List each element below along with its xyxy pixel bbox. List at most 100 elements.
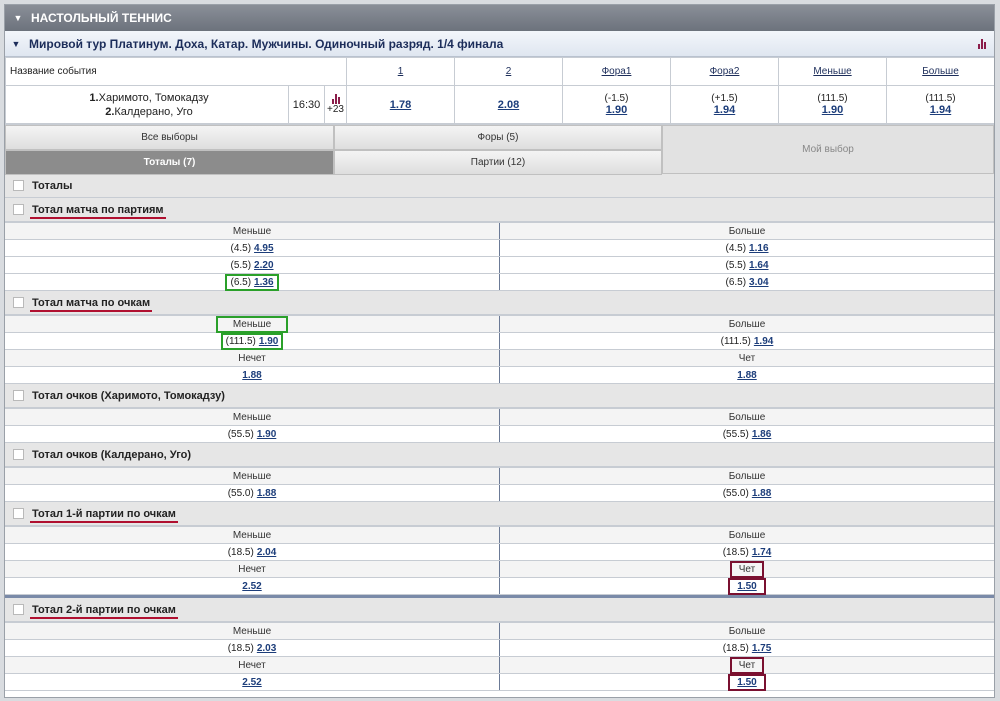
totals-group-header[interactable]: Тоталы: [5, 174, 994, 198]
odd-over[interactable]: 1.94: [753, 335, 774, 347]
odd-over[interactable]: 3.04: [749, 276, 769, 288]
market-checkbox[interactable]: [13, 449, 24, 460]
odd-over[interactable]: 1.88: [751, 487, 772, 499]
tab-all[interactable]: Все выборы: [5, 125, 334, 150]
odd-handicap1[interactable]: 1.90: [605, 104, 628, 116]
odd-under[interactable]: 1.90: [258, 335, 279, 347]
odd-under[interactable]: 2.04: [256, 546, 277, 558]
odds-cell[interactable]: (111.5) 1.90: [778, 85, 887, 124]
odd-under[interactable]: 2.03: [256, 642, 277, 654]
market-header[interactable]: Тотал 2-й партии по очкам: [5, 598, 994, 622]
header-over[interactable]: Больше: [886, 57, 994, 86]
odd-even[interactable]: 1.88: [737, 369, 757, 381]
more-markets[interactable]: +23: [324, 85, 347, 124]
odds-cell[interactable]: 1.78: [346, 85, 455, 124]
under-cell[interactable]: (55.0) 1.88: [5, 484, 500, 502]
market-checkbox[interactable]: [13, 390, 24, 401]
odd-over[interactable]: 1.16: [749, 242, 769, 254]
group-checkbox[interactable]: [13, 180, 24, 191]
odd-under[interactable]: 1.90: [256, 428, 277, 440]
over-cell[interactable]: (111.5) 1.94: [499, 332, 994, 350]
more-markets-count[interactable]: +23: [327, 104, 344, 115]
odd-cell[interactable]: 1.88: [5, 366, 500, 384]
my-choice-panel[interactable]: Мой выбор: [662, 125, 994, 174]
chevron-down-icon[interactable]: ▼: [11, 38, 21, 49]
even-cell[interactable]: 1.50: [499, 577, 994, 595]
sport-header[interactable]: ▼ НАСТОЛЬНЫЙ ТЕННИС: [5, 5, 994, 31]
odds-cell[interactable]: (+1.5) 1.94: [670, 85, 779, 124]
odd-over[interactable]: 1.75: [751, 642, 772, 654]
over-cell[interactable]: (55.0) 1.88: [499, 484, 994, 502]
event-title-row[interactable]: ▼ Мировой тур Платинум. Доха, Катар. Муж…: [5, 31, 994, 57]
odd-even[interactable]: 1.50: [737, 676, 757, 688]
odd-over[interactable]: 1.64: [749, 259, 769, 271]
tab-totals[interactable]: Тоталы (7): [5, 150, 334, 175]
over-cell[interactable]: (4.5) 1.16: [499, 239, 994, 257]
player-1-name[interactable]: Харимото, Томокадзу: [98, 91, 209, 104]
under-cell[interactable]: (18.5) 2.04: [5, 543, 500, 561]
odd-under[interactable]: 1.88: [256, 487, 277, 499]
header-2[interactable]: 2: [454, 57, 563, 86]
market-table: Меньше Больше (55.0) 1.88 (55.0) 1.88: [5, 467, 994, 502]
odd-over[interactable]: 1.74: [751, 546, 772, 558]
market-header[interactable]: Тотал матча по очкам: [5, 291, 994, 315]
odd-even[interactable]: 1.50: [737, 580, 757, 592]
odd-over[interactable]: 1.86: [751, 428, 772, 440]
market-header[interactable]: Тотал очков (Харимото, Томокадзу): [5, 384, 994, 408]
market-checkbox[interactable]: [13, 297, 24, 308]
header-handicap2[interactable]: Фора2: [670, 57, 779, 86]
odd-under[interactable]: 2.20: [254, 259, 274, 271]
tab-sets[interactable]: Партии (12): [334, 150, 662, 175]
event-table: Название события 1 2 Фора1 Фора2 Меньше …: [5, 57, 994, 124]
under-label: Меньше: [5, 315, 500, 333]
odds-cell[interactable]: (111.5) 1.94: [886, 85, 994, 124]
stats-icon[interactable]: [325, 94, 346, 104]
market-checkbox[interactable]: [13, 604, 24, 615]
market-header[interactable]: Тотал 1-й партии по очкам: [5, 502, 994, 526]
odd-win2[interactable]: 2.08: [497, 98, 520, 111]
odd-under[interactable]: 1.90: [821, 104, 844, 116]
even-label: Чет: [499, 656, 994, 674]
under-cell[interactable]: (4.5) 4.95: [5, 239, 500, 257]
header-1[interactable]: 1: [346, 57, 455, 86]
player-2-name[interactable]: Калдерано, Уго: [114, 105, 193, 118]
even-label: Чет: [499, 560, 994, 578]
under-cell[interactable]: (18.5) 2.03: [5, 639, 500, 657]
header-under[interactable]: Меньше: [778, 57, 887, 86]
odd-handicap2[interactable]: 1.94: [713, 104, 736, 116]
odd-over[interactable]: 1.94: [929, 104, 952, 116]
market-table: Меньше Больше (4.5) 4.95 (4.5) 1.16 (5.5) 2.…: [5, 222, 994, 291]
even-cell[interactable]: 1.88: [499, 366, 994, 384]
odd-odd[interactable]: 2.52: [242, 676, 262, 688]
market-title: Тотал 2-й партии по очкам: [30, 603, 178, 619]
odd-odd[interactable]: 2.52: [242, 580, 262, 592]
under-cell[interactable]: (55.5) 1.90: [5, 425, 500, 443]
over-cell[interactable]: (5.5) 1.64: [499, 256, 994, 274]
section-divider: [5, 595, 994, 598]
odd-win1[interactable]: 1.78: [389, 98, 412, 111]
market-header[interactable]: Тотал матча по партиям: [5, 198, 994, 222]
even-cell[interactable]: 1.50: [499, 673, 994, 691]
under-cell[interactable]: (5.5) 2.20: [5, 256, 500, 274]
odd-odd[interactable]: 1.88: [242, 369, 262, 381]
market-checkbox[interactable]: [13, 508, 24, 519]
over-cell[interactable]: (6.5) 3.04: [499, 273, 994, 291]
market-header[interactable]: Тотал очков (Калдерано, Уго): [5, 443, 994, 467]
market-checkbox[interactable]: [13, 204, 24, 215]
stats-icon[interactable]: [978, 38, 986, 49]
under-cell[interactable]: (6.5) 1.36: [5, 273, 500, 291]
odd-under[interactable]: 4.95: [254, 242, 274, 254]
odds-cell[interactable]: 2.08: [454, 85, 563, 124]
over-cell[interactable]: (18.5) 1.74: [499, 543, 994, 561]
header-handicap1[interactable]: Фора1: [562, 57, 671, 86]
odds-cell[interactable]: (-1.5) 1.90: [562, 85, 671, 124]
event-players[interactable]: 1.Харимото, Томокадзу 2.Калдерано, Уго: [5, 85, 289, 124]
over-cell[interactable]: (55.5) 1.86: [499, 425, 994, 443]
tab-handicaps[interactable]: Форы (5): [334, 125, 662, 150]
chevron-down-icon[interactable]: ▼: [13, 13, 23, 23]
odd-cell[interactable]: 2.52: [5, 577, 500, 595]
odd-cell[interactable]: 2.52: [5, 673, 500, 691]
over-cell[interactable]: (18.5) 1.75: [499, 639, 994, 657]
under-cell[interactable]: (111.5) 1.90: [5, 332, 500, 350]
odd-under[interactable]: 1.36: [254, 276, 274, 288]
